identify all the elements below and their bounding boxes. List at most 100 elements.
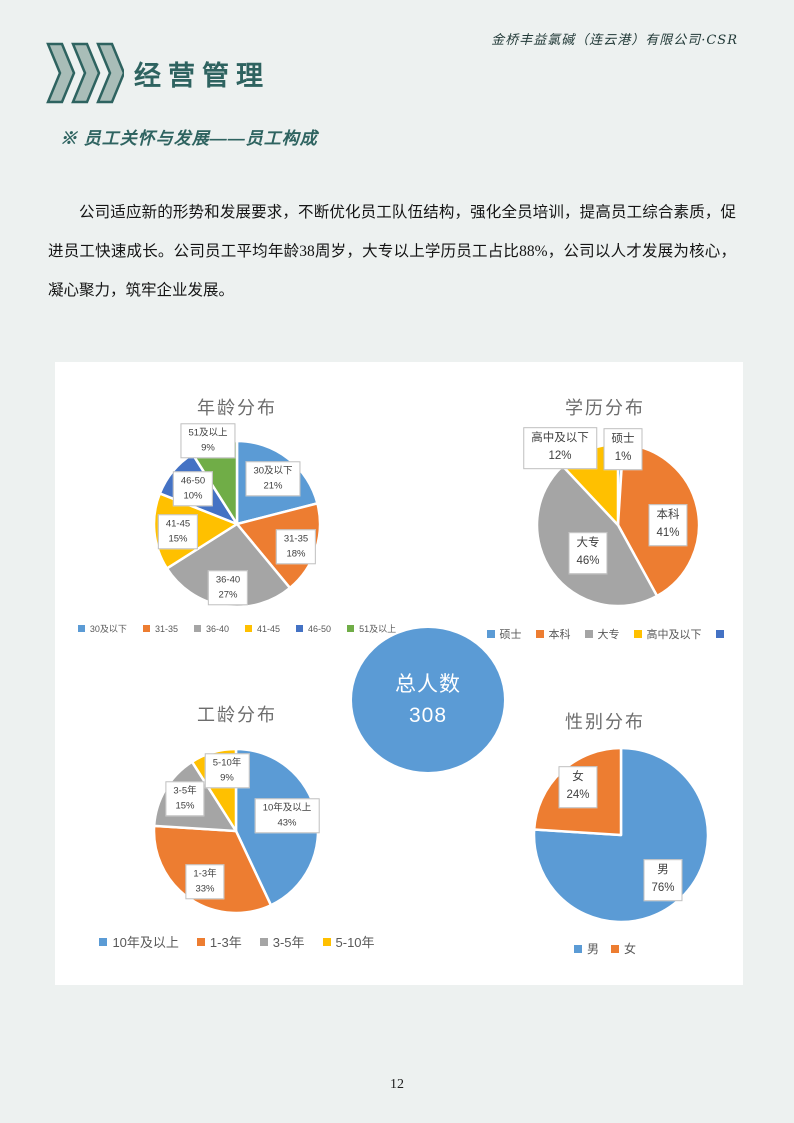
pie-callout-label: 46-50 10% [172,471,214,507]
callout-category: 46-50 [180,475,206,487]
callout-category: 10年及以上 [262,802,312,814]
chart-age-distribution: 年龄分布 30及以下 21% 31-35 18% 36-40 27% 41-45 15% 46-5… [55,366,419,662]
callout-percent: 24% [566,789,590,801]
legend-item: 女 [611,940,636,957]
chart-title: 学历分布 [565,398,645,418]
legend-item: 51及以上 [347,622,396,635]
callout-percent: 9% [220,772,234,783]
legend-item: 3-5年 [259,932,305,951]
pie-slice-36-40 [165,522,292,609]
callout-percent: 10% [183,490,203,501]
pie-chart [535,442,701,608]
pie-callout-label: 5-10年 9% [204,753,250,789]
legend-marker-icon [486,630,495,638]
pie-callout-label: 36-40 27% [207,570,249,606]
legend-marker-icon [142,625,150,632]
legend-item: 1-3年 [196,932,242,951]
chart-legend: 30及以下 31-35 36-40 41-45 46-50 51及以上 [55,622,419,635]
chart-education-distribution: 学历分布硕士 1% 本科 41% 大专 46% 高中及以下 12% 硕士 本科 大专 高中及以下 [467,366,743,662]
chart-gender-distribution: 性别分布男 76% 女 24% 男女 [467,676,743,976]
legend-label: 大专 [597,629,620,641]
header-company-name: 金桥丰益氯碱（连云港）有限公司·CSR [491,33,738,48]
chevrons-logo-icon [46,42,124,104]
legend-label: 10年及以上 [112,935,179,950]
legend-marker-icon [245,625,252,632]
callout-percent: 15% [168,533,188,544]
section-header: 经营管理 [46,42,270,104]
legend-label: 女 [624,942,637,956]
legend-label: 高中及以下 [646,629,702,641]
legend-item: 5-10年 [322,932,375,951]
callout-category: 3-5年 [173,785,197,797]
total-headcount-label: 总人数 [395,672,461,696]
legend-marker-icon [535,630,544,638]
page-number: 12 [390,1077,404,1092]
chart-legend: 10年及以上 1-3年 3-5年 5-10年 [55,932,419,951]
callout-category: 5-10年 [212,757,242,769]
total-headcount-badge: 总人数 308 [352,628,504,772]
pie-callout-label: 41-45 15% [157,514,199,550]
pie-callout-label: 高中及以下 12% [523,427,597,469]
legend-marker-icon [584,630,593,638]
legend-label: 46-50 [308,623,332,634]
callout-category: 31-35 [283,533,309,545]
legend-label: 41-45 [257,623,281,634]
legend-label: 3-5年 [272,935,305,950]
chart-title: 年龄分布 [197,398,277,418]
legend-label: 31-35 [154,623,178,634]
chart-legend: 男女 [467,940,743,957]
legend-item: 46-50 [296,624,331,634]
legend-label: 36-40 [205,623,229,634]
callout-category: 1-3年 [193,868,217,880]
legend-item: 男 [573,940,599,957]
callout-category: 大专 [576,537,600,550]
legend-marker-icon [259,937,268,946]
callout-percent: 15% [175,800,195,811]
legend-label: 5-10年 [335,935,375,950]
legend-marker-icon [715,630,724,638]
legend-marker-icon [77,625,85,632]
legend-marker-icon [196,937,205,946]
legend-marker-icon [573,944,582,953]
legend-item: 硕士 [486,626,522,642]
callout-percent: 9% [201,442,215,453]
legend-label: 1-3年 [209,935,242,950]
callout-category: 女 [572,771,584,784]
legend-marker-icon [633,630,642,638]
legend-marker-icon [611,944,619,953]
body-paragraph: 公司适应新的形势和发展要求，不断优化员工队伍结构，强化全员培训，提高员工综合素质… [48,204,736,299]
callout-category: 36-40 [215,574,241,586]
legend-item: 31-35 [142,623,178,634]
callout-percent: 21% [263,480,283,491]
callout-category: 硕士 [611,433,635,446]
callout-percent: 18% [286,548,306,559]
callout-percent: 27% [218,589,238,600]
legend-item: 大专 [584,626,620,642]
callout-category: 男 [657,864,669,877]
pie-callout-label: 3-5年 15% [165,781,205,817]
legend-label: 本科 [548,629,571,641]
pie-callout-label: 硕士 1% [603,428,643,470]
legend-item: 36-40 [193,623,229,634]
chart-title: 性别分布 [565,712,645,732]
callout-percent: 43% [277,817,297,828]
legend-label: 30及以下 [89,624,127,634]
callout-percent: 12% [548,450,572,462]
total-headcount-value: 308 [408,704,448,727]
callout-percent: 33% [195,883,215,894]
callout-percent: 41% [656,527,680,539]
pie-callout-label: 31-35 18% [275,529,317,565]
legend-marker-icon [193,625,201,632]
pie-chart [532,746,710,924]
charts-panel: 年龄分布 30及以下 21% 31-35 18% 36-40 27% 41-45 15% 46-5… [55,362,743,985]
legend-item: 高中及以下 [633,626,702,642]
chart-legend: 硕士 本科 大专 高中及以下 [467,626,743,642]
legend-item: 41-45 [245,624,280,634]
legend-label: 男 [586,942,599,956]
pie-callout-label: 男 76% [643,859,683,901]
pie-chart [152,439,322,609]
legend-item: 30及以下 [77,622,127,635]
legend-item: 10年及以上 [99,932,179,951]
callout-category: 高中及以下 [531,432,589,445]
pie-callout-label: 大专 46% [568,532,608,574]
